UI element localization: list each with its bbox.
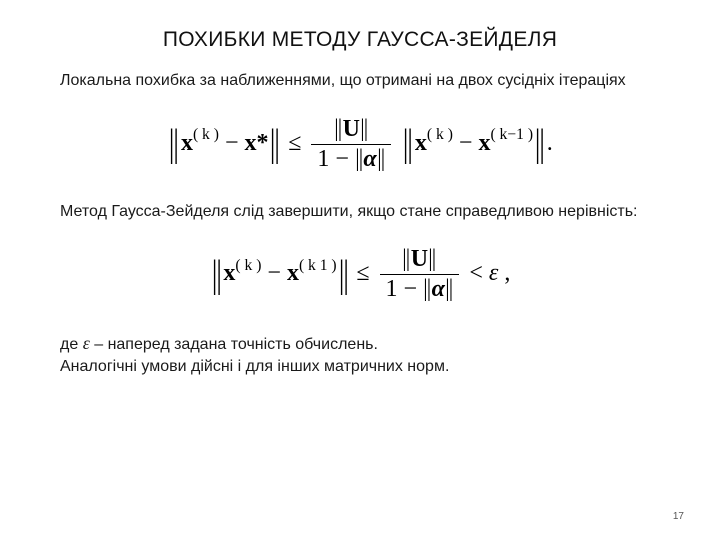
matrix-u: U [343, 116, 360, 142]
fraction: ||U|| 1 − ||α|| [311, 116, 391, 173]
den-one-minus: 1 − [317, 146, 355, 172]
de-prefix: де [60, 336, 83, 353]
epsilon-formula: ε [489, 260, 498, 286]
den-one-minus-2: 1 − [386, 276, 424, 302]
vec-x-2b: x [287, 260, 299, 286]
comma: , [498, 260, 510, 286]
leq-2: ≤ [356, 260, 375, 286]
sup-k-rhs: ( k ) [427, 126, 453, 143]
sup-k: ( k ) [193, 126, 219, 143]
para-stop-condition: Метод Гаусса-Зейделя слід завершити, якщ… [60, 201, 660, 223]
sup-km1: ( k−1 ) [490, 126, 533, 143]
sup-k1-2: ( k 1 ) [299, 257, 337, 274]
vec-x-rhs2: x [478, 130, 490, 156]
vec-x-rhs: x [415, 130, 427, 156]
leq: ≤ [288, 130, 307, 156]
para-epsilon-def: де ε – наперед задана точність обчислень… [60, 331, 660, 377]
formula-local-error: ||x( k ) − x*|| ≤ ||U|| 1 − ||α|| ||x( k… [60, 116, 660, 173]
minus: − [219, 130, 245, 156]
sup-k-2: ( k ) [235, 257, 261, 274]
para-analogous: Аналогічні умови дійсні і для інших матр… [60, 358, 449, 375]
vec-xstar: x* [244, 130, 268, 156]
matrix-u-2: U [411, 246, 428, 272]
lt: < [469, 260, 489, 286]
formula-stop-condition: ||x( k ) − x( k 1 )|| ≤ ||U|| 1 − ||α|| … [60, 246, 660, 303]
vec-x: x [181, 130, 193, 156]
de-suffix: – наперед задана точність обчислень. [90, 336, 378, 353]
minus-rhs: − [453, 130, 479, 156]
minus-2: − [261, 260, 287, 286]
alpha-2: α [432, 276, 445, 302]
epsilon-symbol: ε [83, 333, 90, 353]
slide-title: ПОХИБКИ МЕТОДУ ГАУССА-ЗЕЙДЕЛЯ [60, 28, 660, 52]
alpha: α [363, 146, 376, 172]
page-number: 17 [673, 511, 684, 522]
para-local-error: Локальна похибка за наближеннями, що отр… [60, 70, 660, 92]
fraction-2: ||U|| 1 − ||α|| [380, 246, 460, 303]
period: . [547, 130, 553, 156]
vec-x-2: x [223, 260, 235, 286]
